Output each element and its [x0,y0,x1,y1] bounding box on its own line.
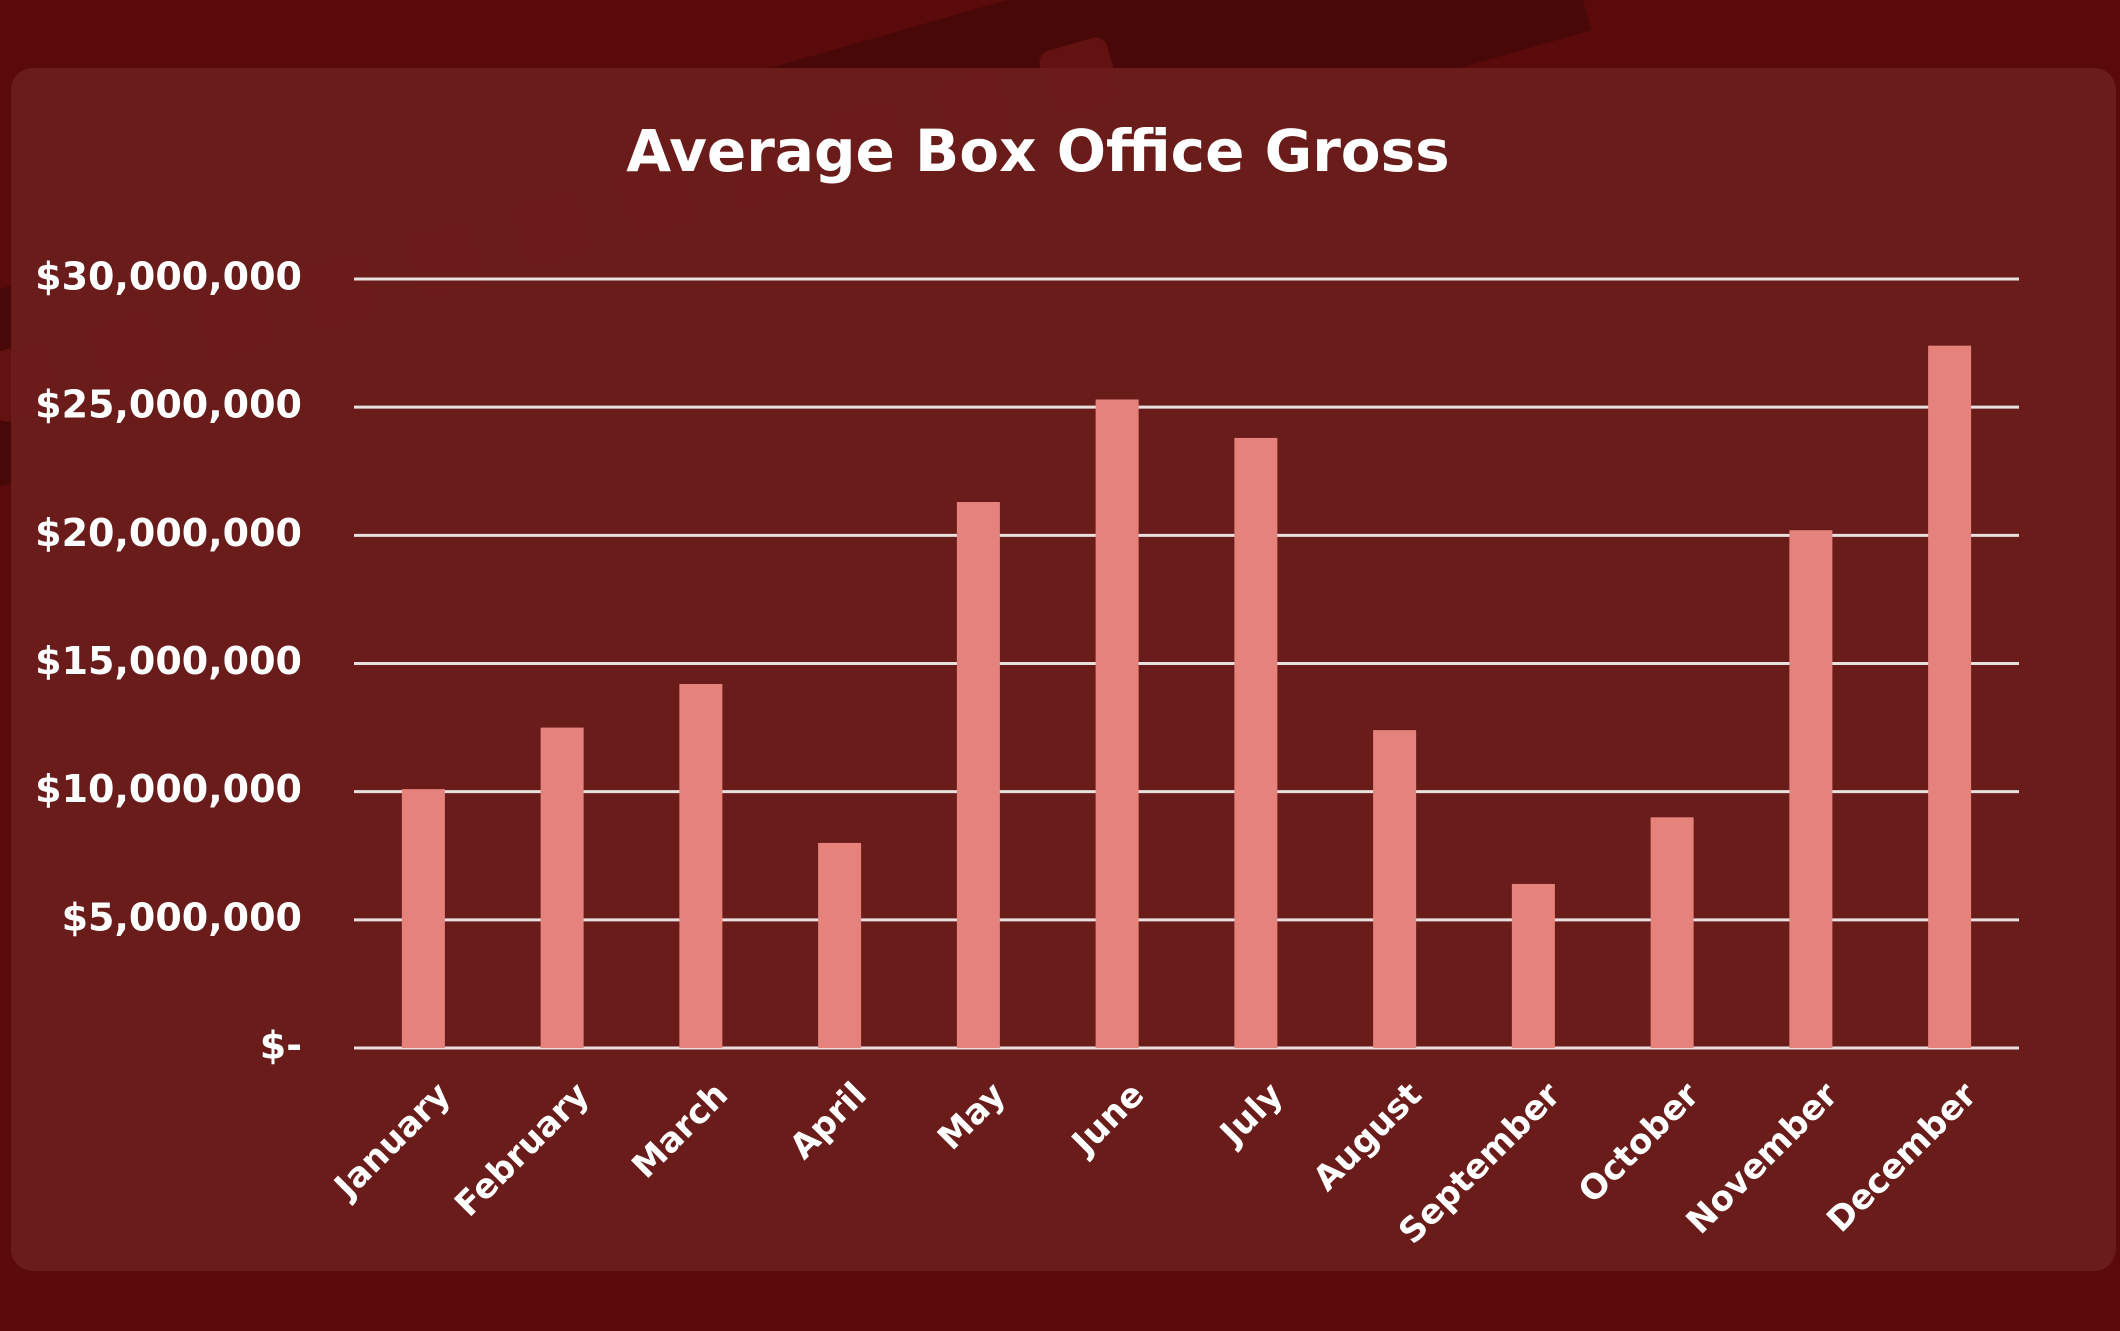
bar [1651,817,1694,1048]
y-tick-label: $25,000,000 [35,383,302,427]
y-tick-label: $15,000,000 [35,639,302,683]
bar [1096,399,1139,1048]
y-tick-label: $30,000,000 [35,255,302,299]
y-tick-label: $5,000,000 [62,895,302,939]
bar [402,789,445,1048]
bar [541,728,584,1048]
bar [1512,884,1555,1048]
bar [1789,530,1832,1048]
y-tick-label: $20,000,000 [35,511,302,555]
bar [679,684,722,1048]
chart: Average Box Office Gross $- $5,000,000 $10… [0,0,2120,1331]
y-tick-label: $- [260,1024,302,1068]
y-tick-label: $10,000,000 [35,767,302,811]
chart-title: Average Box Office Gross [626,117,1449,185]
page: {"chart_data": { "type": "bar", "title":… [0,0,2120,1331]
bar [957,502,1000,1048]
bar [818,843,861,1048]
bar [1234,438,1277,1048]
bar [1928,346,1971,1048]
bar [1373,730,1416,1048]
